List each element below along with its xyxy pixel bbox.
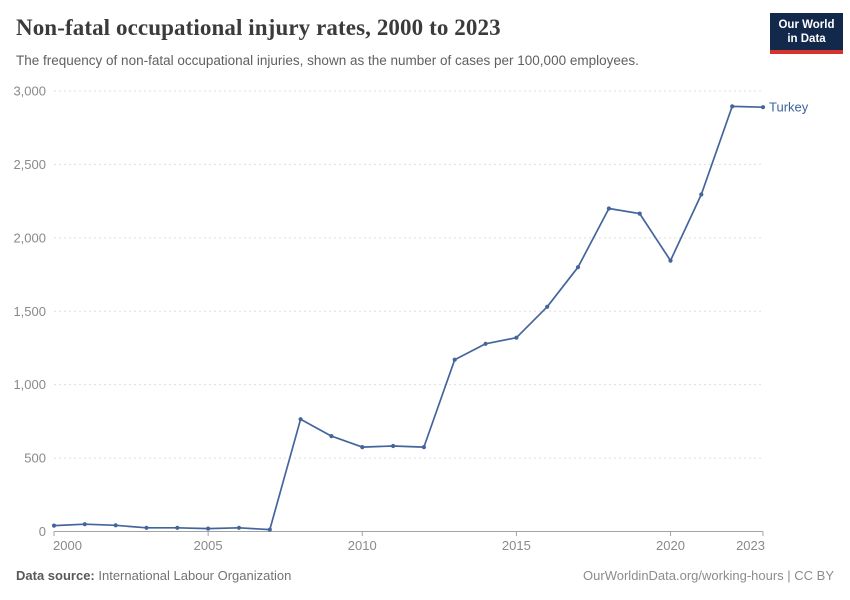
data-point xyxy=(236,525,242,530)
data-point xyxy=(267,527,272,532)
y-axis-label: 1,500 xyxy=(13,304,46,319)
data-point xyxy=(545,304,550,309)
attribution-text: OurWorldinData.org/working-hours | CC BY xyxy=(583,568,834,583)
data-point xyxy=(730,104,735,109)
data-point xyxy=(637,211,642,216)
data-point xyxy=(51,523,57,528)
series-line-turkey xyxy=(53,105,764,531)
data-point xyxy=(298,417,303,422)
data-source-value: International Labour Organization xyxy=(94,568,292,583)
data-point xyxy=(206,526,211,531)
series-label-turkey: Turkey xyxy=(769,100,809,115)
data-point xyxy=(668,258,673,263)
data-point xyxy=(575,265,581,270)
y-axis-label: 2,500 xyxy=(13,157,46,172)
x-axis-label: 2020 xyxy=(656,538,685,553)
owid-logo-line2: in Data xyxy=(787,33,826,45)
data-point xyxy=(699,192,704,197)
y-axis-label: 2,000 xyxy=(13,230,46,245)
x-axis-label: 2000 xyxy=(53,538,82,553)
chart-subtitle: The frequency of non-fatal occupational … xyxy=(16,53,639,68)
x-axis-label: 2023 xyxy=(736,538,765,553)
data-point xyxy=(360,445,365,450)
y-axis-label: 3,000 xyxy=(13,84,46,99)
owid-logo-text: Our World in Data xyxy=(770,13,843,50)
chart-footer: Data source: International Labour Organi… xyxy=(16,568,834,583)
data-point xyxy=(514,335,519,340)
x-axis-label: 2010 xyxy=(348,538,377,553)
data-point xyxy=(606,206,612,211)
chart-title: Non-fatal occupational injury rates, 200… xyxy=(16,15,501,40)
y-axis-label: 500 xyxy=(24,451,46,466)
x-axis-label: 2005 xyxy=(194,538,223,553)
y-axis-label: 1,000 xyxy=(13,377,46,392)
data-point xyxy=(760,105,766,110)
data-point xyxy=(144,525,149,530)
data-point xyxy=(329,434,334,439)
data-point xyxy=(483,341,488,346)
owid-logo-line1: Our World xyxy=(778,19,835,31)
data-point xyxy=(452,357,457,362)
data-point xyxy=(82,522,87,527)
data-point xyxy=(175,525,180,530)
data-source: Data source: International Labour Organi… xyxy=(16,568,291,583)
y-axis-label: 0 xyxy=(39,524,46,539)
data-source-label: Data source: xyxy=(16,568,95,583)
x-axis-label: 2015 xyxy=(502,538,531,553)
data-point xyxy=(391,443,396,449)
data-point xyxy=(421,445,426,450)
data-point xyxy=(113,523,118,528)
owid-logo: Our World in Data xyxy=(770,13,843,54)
